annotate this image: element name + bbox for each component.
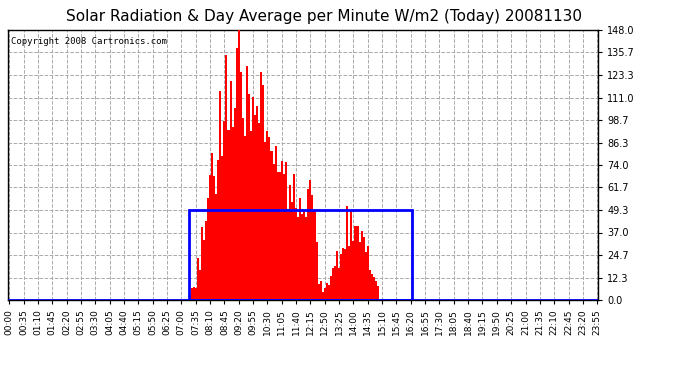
Bar [351,210,353,300]
Bar [334,266,336,300]
Bar [281,160,283,300]
Bar [293,174,295,300]
Bar [268,137,270,300]
Bar [357,226,359,300]
Bar [315,242,317,300]
Bar [260,72,262,300]
Bar [297,217,299,300]
Bar [201,227,203,300]
Bar [252,97,254,300]
Bar [246,66,248,300]
Bar [326,283,328,300]
Bar [277,172,279,300]
Bar [371,274,373,300]
Bar [237,30,239,300]
Bar [375,281,377,300]
Bar [236,48,237,300]
Bar [328,285,330,300]
Bar [367,246,368,300]
Bar [289,184,291,300]
Bar [221,156,224,300]
Bar [258,123,260,300]
Bar [234,108,236,300]
Bar [302,214,304,300]
Bar [307,189,309,300]
Bar [241,118,244,300]
Bar [363,237,365,300]
Bar [228,130,230,300]
Bar [188,295,190,300]
Bar [336,251,338,300]
Bar [295,208,297,300]
Bar [309,180,311,300]
Bar [377,286,379,300]
Bar [317,285,319,300]
Bar [285,162,287,300]
Bar [361,231,363,300]
Bar [248,94,250,300]
Bar [342,248,344,300]
Bar [305,217,307,300]
Bar [197,258,199,300]
Bar [365,252,367,300]
Bar [244,136,246,300]
Bar [209,174,211,300]
Bar [319,281,322,300]
Bar [232,127,234,300]
Bar [353,242,355,300]
Bar [199,270,201,300]
Bar [338,268,340,300]
Bar [324,288,326,300]
Bar [205,221,207,300]
Bar [215,194,217,300]
Bar [254,115,256,300]
Text: Copyright 2008 Cartronics.com: Copyright 2008 Cartronics.com [11,37,167,46]
Bar [193,287,195,300]
Bar [226,55,228,300]
Bar [355,226,357,300]
Bar [359,242,361,300]
Bar [217,160,219,300]
Bar [332,268,334,300]
Bar [230,81,232,300]
Bar [203,240,205,300]
Bar [250,131,252,300]
Bar [373,277,375,300]
Bar [256,106,258,300]
Bar [340,254,342,300]
Bar [330,276,332,300]
Bar [344,249,346,300]
Bar [368,270,371,300]
Bar [262,85,264,300]
Bar [304,210,305,300]
Bar [190,288,193,300]
Bar [287,209,289,300]
Bar [279,172,281,300]
Bar [266,131,268,300]
Bar [379,299,381,300]
Bar [275,146,277,300]
Bar [207,198,209,300]
Text: Solar Radiation & Day Average per Minute W/m2 (Today) 20081130: Solar Radiation & Day Average per Minute… [66,9,582,24]
Bar [213,176,215,300]
Bar [322,292,324,300]
Bar [299,198,302,300]
Bar [311,195,313,300]
Bar [264,142,266,300]
Bar [195,288,197,300]
Bar [270,151,273,300]
Bar [219,92,221,300]
Bar [211,153,213,300]
Bar [224,121,226,300]
Bar [346,206,348,300]
Bar [188,210,412,300]
Bar [348,246,351,300]
Bar [273,164,275,300]
Bar [313,210,315,300]
Bar [239,72,241,300]
Bar [291,202,293,300]
Bar [283,174,285,300]
